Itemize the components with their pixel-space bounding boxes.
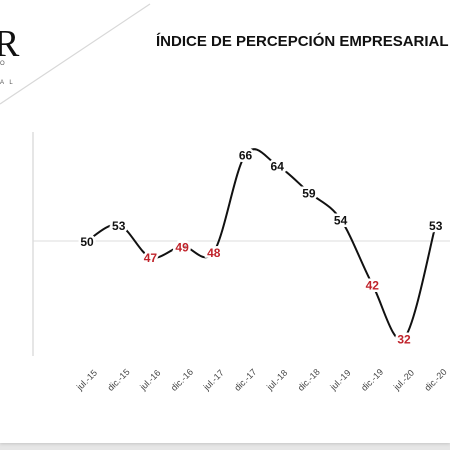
x-tick-label: dic.-18 [296, 367, 322, 393]
chart-title: ÍNDICE DE PERCEPCIÓN EMPRESARIAL [156, 33, 449, 50]
data-label: 47 [144, 251, 158, 265]
x-tick-label: dic.-20 [422, 367, 448, 393]
x-tick-label: jul.-15 [74, 368, 99, 393]
data-label: 50 [80, 235, 94, 249]
logo-text-line-1: O [0, 61, 7, 67]
data-label: 59 [302, 186, 316, 200]
x-tick-label: dic.-15 [105, 367, 131, 393]
x-tick-label: dic.-19 [359, 367, 385, 393]
data-label: 64 [271, 159, 285, 173]
data-label: 48 [207, 246, 221, 260]
logo-decoration [0, 3, 151, 105]
x-tick-label: jul.-17 [201, 368, 226, 393]
x-tick-label: jul.-19 [328, 368, 353, 393]
x-tick-label: jul.-16 [137, 368, 162, 393]
x-tick-label: jul.-20 [391, 368, 416, 393]
x-tick-label: jul.-18 [264, 368, 289, 393]
data-label: 32 [397, 332, 411, 346]
logo-text-line-2: A L [0, 80, 15, 86]
x-tick-label: dic.-17 [232, 367, 258, 393]
x-tick-label: dic.-16 [169, 367, 195, 393]
data-label: 54 [334, 213, 348, 227]
series-line [86, 148, 437, 341]
data-label: 53 [429, 219, 443, 233]
data-label: 53 [112, 219, 126, 233]
logo-letter: R [0, 23, 20, 65]
data-label: 66 [239, 148, 253, 162]
data-label: 49 [175, 240, 189, 254]
data-label: 42 [366, 278, 380, 292]
